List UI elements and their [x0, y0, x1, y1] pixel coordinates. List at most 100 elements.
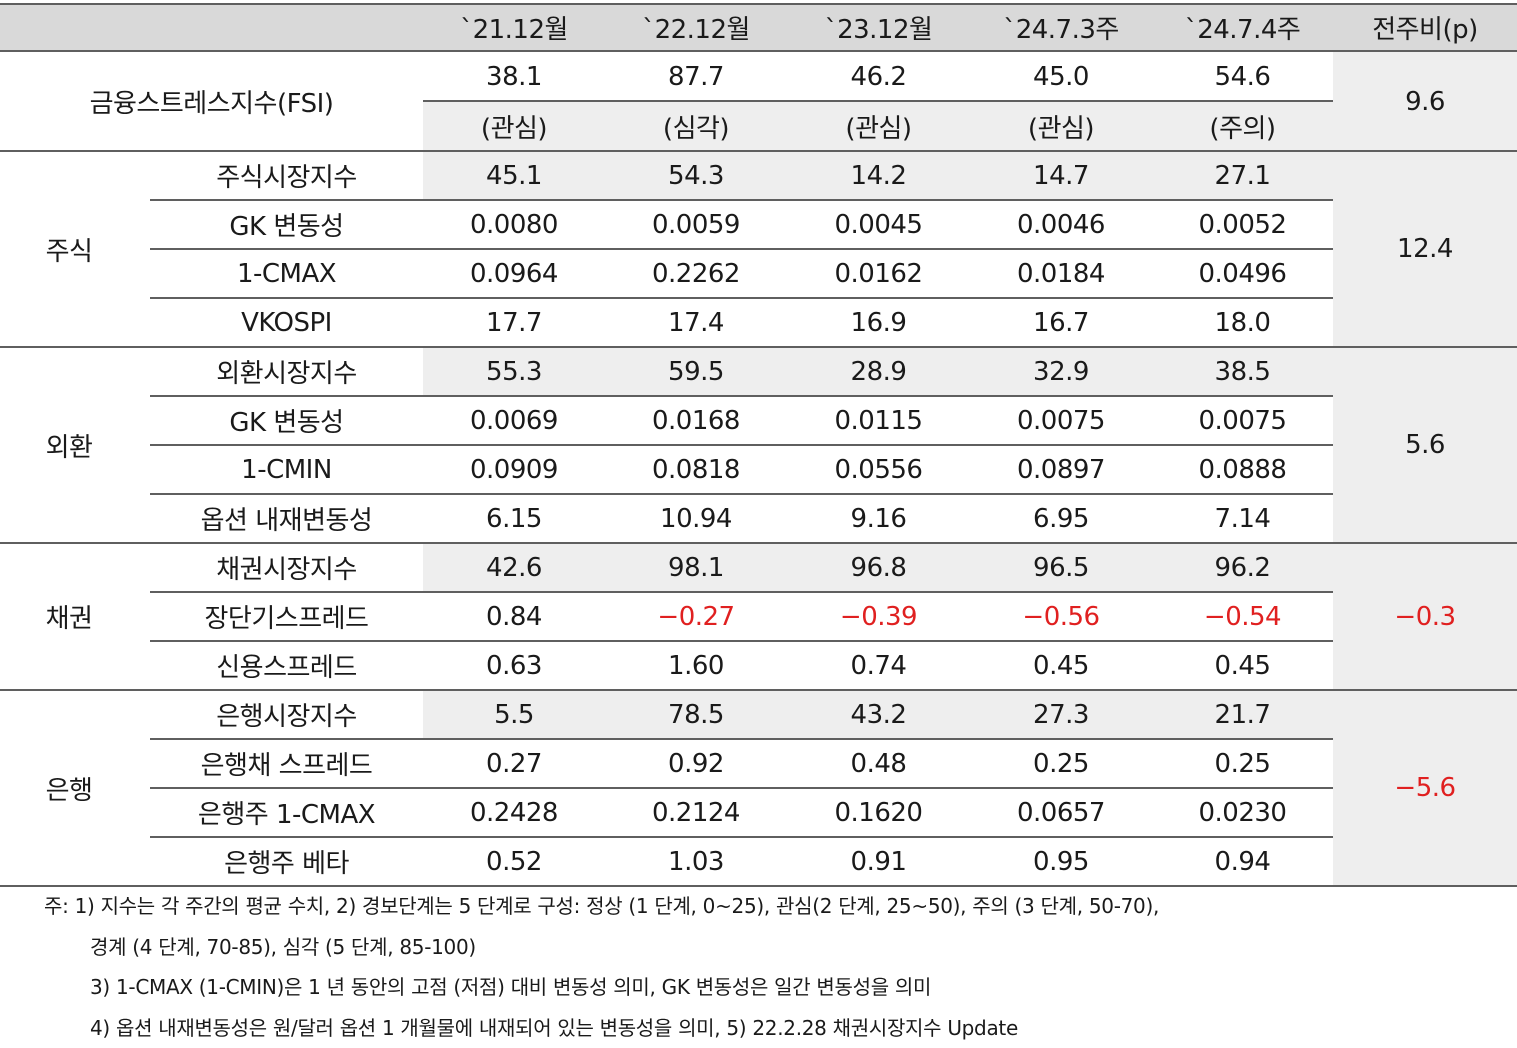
- row-value: 0.0230: [1198, 797, 1287, 828]
- row-value: 38.5: [1214, 356, 1271, 387]
- row-value: 0.94: [1214, 846, 1271, 877]
- fsi-level: (심각): [662, 113, 730, 144]
- fsi-level: (관심): [480, 113, 548, 144]
- row-value: 0.2124: [652, 797, 740, 828]
- fsi-label: 금융스트레스지수(FSI): [89, 89, 334, 119]
- row-value: 0.95: [1033, 846, 1089, 877]
- row-value: 16.7: [1033, 307, 1089, 338]
- row-rule: [150, 738, 1333, 740]
- row-label: 옵션 내재변동성: [200, 506, 373, 536]
- row-value: 32.9: [1033, 356, 1089, 387]
- column-header: `23.12월: [824, 15, 933, 45]
- row-value: 45.1: [486, 160, 542, 191]
- row-value: 0.0075: [1198, 405, 1287, 436]
- group-name: 주식: [45, 236, 93, 267]
- row-value: 0.52: [486, 846, 542, 877]
- fsi-value: 38.1: [486, 61, 542, 92]
- row-value: 6.15: [486, 503, 542, 534]
- group-change-shade: [1333, 152, 1517, 347]
- row-value: 0.91: [850, 846, 907, 877]
- row-value: 0.1620: [834, 797, 923, 828]
- row-rule: [150, 297, 1333, 299]
- row-value: −0.39: [839, 601, 918, 632]
- group-index-shade: [423, 691, 1333, 739]
- row-value: 5.5: [494, 699, 534, 730]
- fsi-value: 54.6: [1214, 61, 1271, 92]
- row-value: 0.48: [850, 748, 907, 779]
- row-value: 0.0888: [1198, 454, 1287, 485]
- group-index-shade: [423, 348, 1333, 396]
- row-value: 0.0046: [1017, 209, 1105, 240]
- row-value: 0.0964: [470, 258, 558, 289]
- row-label: 은행주 베타: [224, 849, 349, 879]
- row-value: 0.0556: [834, 454, 923, 485]
- note-line-4: 4) 옵션 내재변동성은 원/달러 옵션 1 개월물에 내재되어 있는 변동성을…: [90, 1015, 1018, 1040]
- row-value: 96.2: [1214, 552, 1271, 583]
- row-value: 0.0162: [834, 258, 923, 289]
- group-change: 5.6: [1405, 430, 1445, 460]
- row-value: 0.0818: [652, 454, 740, 485]
- row-value: 17.7: [486, 307, 542, 338]
- row-value: 96.5: [1033, 552, 1089, 583]
- row-value: 0.0897: [1017, 454, 1105, 485]
- row-value: 59.5: [668, 356, 724, 387]
- fsi-value: 45.0: [1033, 61, 1089, 92]
- row-value: 78.5: [668, 699, 724, 730]
- row-value: 0.45: [1033, 650, 1089, 681]
- row-value: 0.0059: [652, 209, 740, 240]
- fsi-inner-rule: [423, 100, 1333, 102]
- row-value: 6.95: [1033, 503, 1089, 534]
- column-header: `24.7.3주: [1003, 15, 1119, 45]
- header-bottom-rule: [0, 50, 1517, 52]
- row-value: 28.9: [850, 356, 907, 387]
- column-header: 전주비(p): [1372, 15, 1478, 45]
- row-value: 0.25: [1214, 748, 1271, 779]
- group-index-shade: [423, 544, 1333, 592]
- fsi-value: 87.7: [668, 61, 724, 92]
- row-value: 0.2262: [652, 258, 740, 289]
- row-value: 0.0168: [652, 405, 740, 436]
- row-value: 55.3: [486, 356, 542, 387]
- note-line-1: 주: 1) 지수는 각 주간의 평균 수치, 2) 경보단계는 5 단계로 구성…: [44, 894, 1160, 918]
- row-value: −0.56: [1022, 601, 1100, 632]
- fsi-level-shade: [423, 102, 1333, 151]
- group-name: 채권: [45, 604, 93, 634]
- row-value: 0.84: [486, 601, 542, 632]
- row-rule: [150, 836, 1333, 838]
- column-header: `22.12월: [642, 15, 750, 45]
- row-label: 은행주 1-CMAX: [197, 800, 376, 830]
- column-header: `24.7.4주: [1184, 15, 1301, 45]
- row-rule: [150, 787, 1333, 789]
- row-value: 7.14: [1214, 503, 1271, 534]
- row-value: 27.3: [1033, 699, 1089, 730]
- group-index-shade: [423, 152, 1333, 200]
- row-value: 14.7: [1033, 160, 1089, 191]
- row-label: VKOSPI: [241, 307, 332, 338]
- group-change: −0.3: [1394, 601, 1456, 632]
- fsi-change-shade: [1333, 52, 1517, 151]
- row-value: 16.9: [850, 307, 907, 338]
- table-notes: 주: 1) 지수는 각 주간의 평균 수치, 2) 경보단계는 5 단계로 구성…: [44, 886, 1504, 1048]
- row-value: 0.2428: [470, 797, 558, 828]
- row-value: 18.0: [1214, 307, 1271, 338]
- section-rule: [0, 542, 1517, 544]
- row-label: 신용스프레드: [216, 653, 357, 683]
- row-value: 0.0909: [470, 454, 558, 485]
- group-name: 은행: [45, 775, 93, 806]
- row-label: 장단기스프레드: [204, 604, 369, 634]
- row-value: 54.3: [668, 160, 724, 191]
- group-change-shade: [1333, 691, 1517, 886]
- row-value: 0.63: [486, 650, 542, 681]
- section-rule: [0, 346, 1517, 348]
- row-value: 0.0496: [1198, 258, 1287, 289]
- row-label: 외환시장지수: [216, 359, 357, 389]
- row-value: 14.2: [850, 160, 907, 191]
- row-value: 27.1: [1214, 160, 1271, 191]
- row-value: 17.4: [668, 307, 724, 338]
- row-label: 1-CMAX: [236, 258, 337, 289]
- row-value: 0.0115: [834, 405, 923, 436]
- fsi-change: 9.6: [1405, 86, 1445, 117]
- row-value: 10.94: [660, 503, 732, 534]
- header-top-rule: [0, 3, 1517, 5]
- section-rule: [0, 150, 1517, 152]
